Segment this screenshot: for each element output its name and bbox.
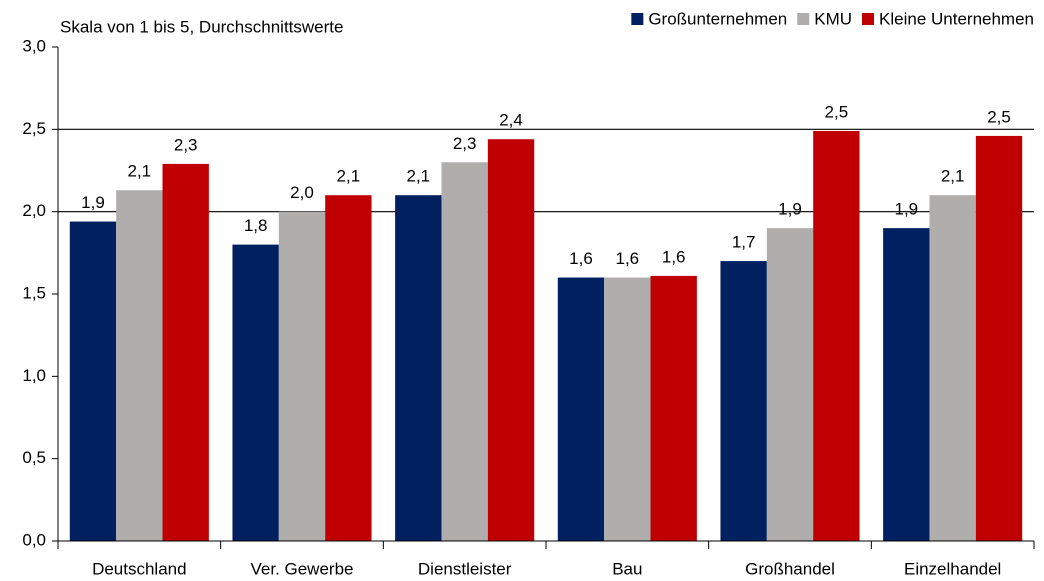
value-label: 2,3: [174, 135, 198, 154]
x-tick-label: Deutschland: [92, 559, 187, 578]
x-tick-label: Großhandel: [745, 559, 835, 578]
y-tick-label: 1,5: [22, 283, 46, 302]
legend-swatch: [631, 13, 644, 25]
value-label: 1,9: [81, 193, 105, 212]
bar: [162, 163, 209, 541]
chart-title: Skala von 1 bis 5, Durchschnittswerte: [60, 17, 343, 36]
bar: [929, 195, 976, 541]
y-tick-label: 3,0: [22, 36, 46, 55]
value-label: 2,1: [128, 162, 152, 181]
x-tick-label: Dienstleister: [418, 559, 512, 578]
value-label: 2,5: [987, 107, 1011, 126]
x-tick-label: Bau: [612, 559, 642, 578]
value-label: 2,1: [337, 167, 361, 186]
bar: [604, 277, 651, 541]
y-tick-label: 2,0: [22, 201, 46, 220]
y-tick-label: 0,5: [22, 448, 46, 467]
bar: [813, 130, 860, 542]
bar: [975, 135, 1023, 542]
bar: [69, 221, 117, 541]
bar: [766, 228, 814, 541]
bar: [395, 195, 442, 541]
y-tick-label: 1,0: [22, 366, 46, 385]
value-label: 2,0: [290, 183, 314, 202]
bar: [325, 195, 372, 541]
value-label: 1,8: [244, 216, 268, 235]
value-label: 1,9: [778, 200, 802, 219]
y-tick-label: 2,5: [22, 119, 46, 138]
bar: [232, 244, 279, 541]
bar: [441, 162, 488, 541]
value-label: 2,4: [499, 111, 523, 130]
bar: [557, 277, 605, 541]
bar: [650, 275, 697, 541]
value-label: 1,6: [569, 249, 593, 268]
bar: [487, 139, 535, 542]
legend-swatch: [862, 13, 875, 25]
value-label: 2,1: [941, 167, 965, 186]
value-label: 1,9: [894, 200, 918, 219]
bar: [278, 211, 326, 541]
bar: [720, 261, 767, 541]
value-label: 2,5: [825, 102, 849, 121]
value-label: 1,6: [662, 247, 686, 266]
x-tick-label: Einzelhandel: [904, 559, 1001, 578]
value-label: 1,6: [616, 249, 640, 268]
legend-label: KMU: [814, 9, 852, 28]
bar: [883, 228, 930, 541]
value-label: 1,7: [732, 233, 756, 252]
legend-swatch: [797, 13, 810, 25]
value-label: 2,1: [406, 167, 430, 186]
value-label: 2,3: [453, 134, 477, 153]
y-tick-label: 0,0: [22, 530, 46, 549]
legend-label: Großunternehmen: [648, 9, 787, 28]
x-tick-label: Ver. Gewerbe: [250, 559, 353, 578]
bar: [116, 190, 163, 541]
legend-label: Kleine Unternehmen: [879, 9, 1034, 28]
